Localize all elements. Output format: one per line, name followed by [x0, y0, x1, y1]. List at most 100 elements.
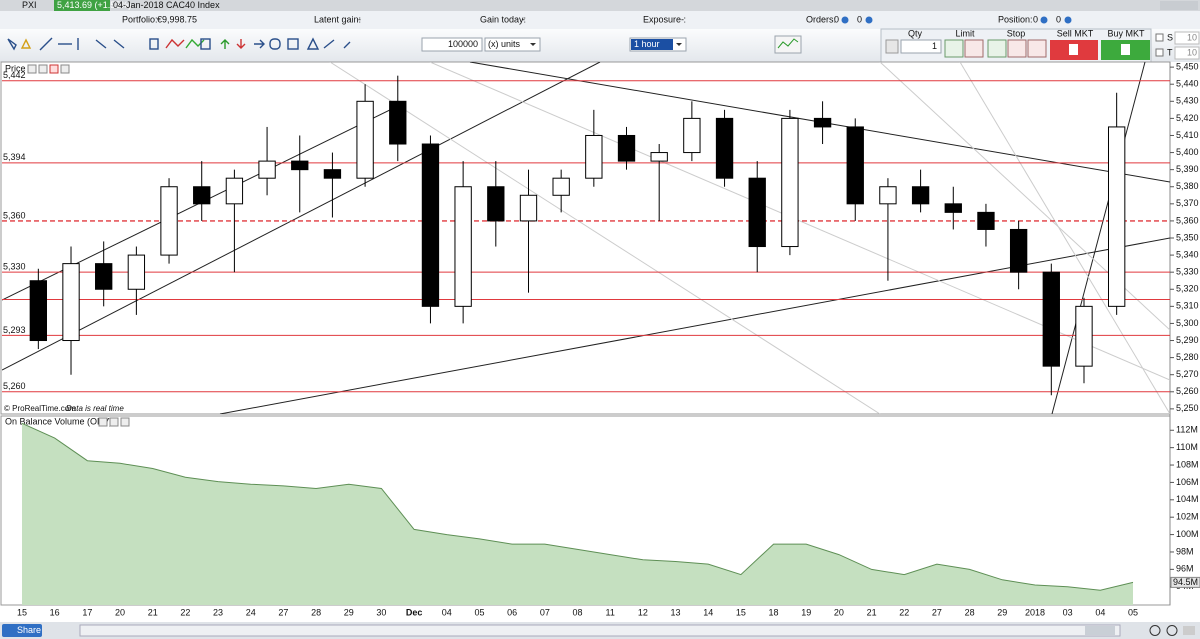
- y-tick-label: 5,430: [1176, 96, 1199, 106]
- sell-label: Sell MKT: [1057, 28, 1094, 38]
- alert-tool[interactable]: [20, 38, 32, 49]
- candle-body: [225, 177, 244, 205]
- dropdown-arrow: [530, 43, 536, 46]
- ellipse-tool[interactable]: [269, 38, 281, 50]
- y-tick-label: 5,360: [1176, 215, 1199, 225]
- candle-body: [62, 263, 80, 342]
- x-tick-label: 28: [965, 607, 975, 617]
- pane-button[interactable]: [120, 417, 130, 427]
- info-bar: [0, 11, 1200, 29]
- zoom-in[interactable]: [1166, 625, 1178, 636]
- trend-tools[interactable]: [77, 38, 125, 50]
- rect-tool[interactable]: [287, 38, 299, 50]
- y-tick-label: 5,290: [1176, 335, 1199, 345]
- t-label: T: [1167, 47, 1173, 57]
- units-select[interactable]: [484, 37, 541, 52]
- share: Share: [17, 625, 41, 635]
- arrow-tool[interactable]: [254, 39, 265, 49]
- candle-body: [356, 100, 374, 179]
- guide-line: [959, 62, 1170, 414]
- pane-button[interactable]: [109, 417, 119, 427]
- scrollbar[interactable]: [79, 624, 1121, 637]
- window-controls[interactable]: [1160, 1, 1198, 10]
- price-title: Price: [5, 63, 26, 73]
- fib-tool[interactable]: [165, 38, 185, 49]
- candle-body: [1075, 305, 1093, 367]
- y-tick-label: 5,310: [1176, 301, 1199, 311]
- limit-label: Limit: [955, 28, 975, 38]
- sell-arrow-tool[interactable]: [236, 39, 246, 49]
- candle-body: [193, 186, 211, 205]
- scroll-thumb[interactable]: [1085, 626, 1115, 635]
- candle-body: [552, 177, 570, 196]
- line-tool[interactable]: [39, 37, 53, 51]
- triangle-tool[interactable]: [306, 37, 320, 50]
- x-tick-label: 29: [344, 607, 354, 617]
- status-note: Data is real time: [66, 404, 124, 413]
- x-tick-label: 12: [638, 607, 648, 617]
- x-tick-label: 06: [507, 607, 517, 617]
- portfolio-value: €9,998.75: [157, 14, 197, 24]
- text-tool[interactable]: [200, 38, 211, 50]
- x-tick-label: 04: [442, 607, 452, 617]
- pointer-tool[interactable]: [7, 38, 17, 51]
- orders-value: 0: [857, 14, 862, 24]
- candle-body: [291, 160, 309, 171]
- y-tick-label: 5,270: [1176, 369, 1199, 379]
- guide-line: [329, 62, 881, 414]
- stop-label: Stop: [1007, 28, 1026, 38]
- last-value-badge: [1170, 576, 1200, 588]
- level-label: 5,360: [3, 210, 26, 220]
- x-tick-label: 04: [1095, 607, 1105, 617]
- x-tick-label: 27: [932, 607, 942, 617]
- instrument: PXI: [22, 0, 37, 10]
- stop-sell-button[interactable]: [1007, 39, 1027, 58]
- delete-tool[interactable]: [149, 38, 159, 50]
- pane-button[interactable]: [49, 64, 59, 74]
- candle-body: [421, 143, 440, 307]
- quantity-input[interactable]: [421, 37, 483, 52]
- pane-button[interactable]: [27, 64, 37, 74]
- y-tick-label: 5,280: [1176, 352, 1199, 362]
- s-input[interactable]: [1174, 31, 1200, 45]
- t-input[interactable]: [1174, 46, 1200, 60]
- position-icon[interactable]: [1064, 16, 1072, 24]
- pane-button[interactable]: [38, 64, 48, 74]
- pane-button[interactable]: [98, 417, 108, 427]
- stop-buy-button[interactable]: [987, 39, 1007, 58]
- zoom-out[interactable]: [1149, 625, 1161, 636]
- stop-button[interactable]: [1027, 39, 1047, 58]
- exposure-label: Exposure :: [643, 14, 686, 24]
- last-value-label: 94.5M: [1173, 577, 1198, 587]
- pane-button[interactable]: [60, 64, 70, 74]
- limit-buy-button[interactable]: [944, 39, 964, 58]
- layout-button[interactable]: [1183, 626, 1195, 635]
- t-checkbox[interactable]: [1155, 48, 1164, 57]
- indicator-button[interactable]: [774, 35, 802, 54]
- share-button[interactable]: [2, 624, 42, 637]
- y-tick-label: 112M: [1176, 425, 1198, 435]
- t-value: 10: [1187, 47, 1197, 57]
- tool-button[interactable]: [885, 39, 899, 54]
- qty-label: Qty: [908, 28, 923, 38]
- x-tick-label: 03: [1063, 607, 1073, 617]
- y-tick-label: 5,420: [1176, 113, 1199, 123]
- y-tick-label: 110M: [1176, 442, 1198, 452]
- orders-icon[interactable]: [865, 16, 873, 24]
- misc-tools[interactable]: [323, 39, 351, 49]
- position-icon[interactable]: [1040, 16, 1048, 24]
- x-tick-label: 16: [50, 607, 60, 617]
- exposure-value: -: [681, 14, 684, 24]
- x-tick-label: 15: [17, 607, 27, 617]
- qty-input[interactable]: [900, 39, 942, 54]
- buy-arrow-tool[interactable]: [220, 39, 230, 49]
- y-tick-label: 106M: [1176, 477, 1199, 487]
- s-checkbox[interactable]: [1155, 33, 1164, 42]
- x-tick-label: 22: [899, 607, 909, 617]
- candle-body: [29, 280, 48, 342]
- y-tick-label: 5,400: [1176, 147, 1199, 157]
- indicator-icon: [777, 38, 799, 49]
- limit-sell-button[interactable]: [964, 39, 984, 58]
- orders-icon[interactable]: [841, 16, 849, 24]
